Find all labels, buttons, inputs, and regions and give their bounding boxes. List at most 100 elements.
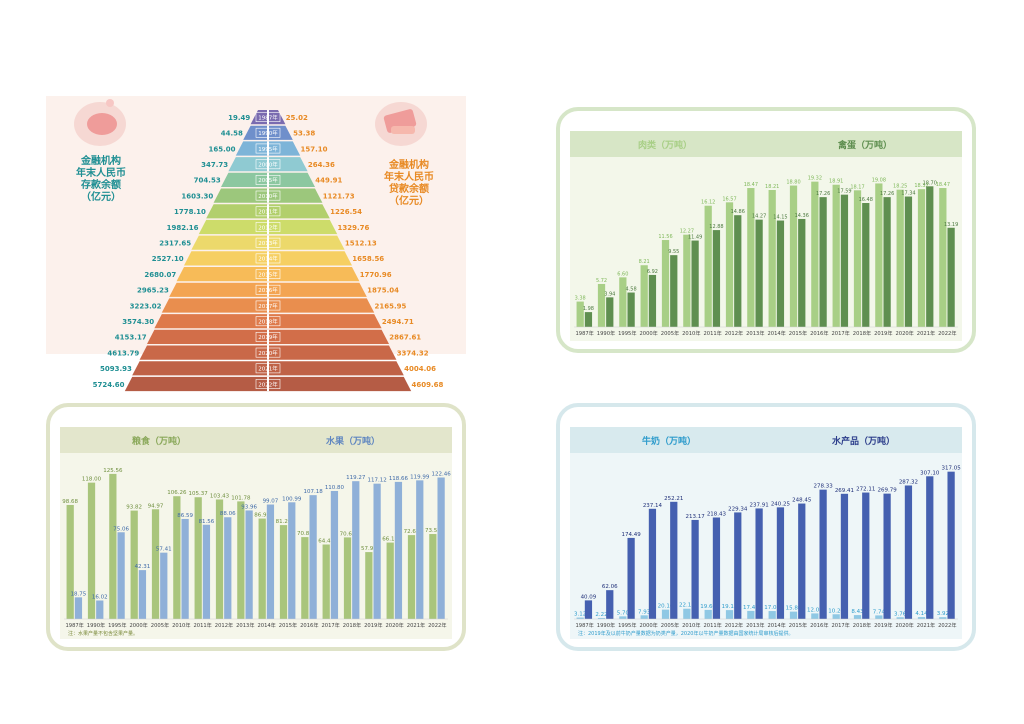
bar: [151, 509, 160, 619]
bar: [811, 613, 819, 619]
x-tick-label: 2013年: [746, 329, 764, 337]
x-tick-label: 2011年: [703, 621, 721, 629]
year-box: [255, 316, 281, 327]
category-group: 98.68 18.75 1987年: [62, 499, 86, 629]
bar: [670, 501, 678, 619]
x-tick-label: 2005年: [661, 621, 679, 629]
deposit-value: 44.58: [221, 130, 243, 138]
data-label: 7.74: [873, 609, 886, 615]
year-box: [255, 206, 281, 217]
data-label: 18.91: [829, 179, 843, 185]
data-label: 18.32: [914, 183, 928, 189]
data-label: 7.93: [638, 609, 651, 615]
pyramid-panel: 金融机构 年末人民币 存款余额 （亿元） 金融机构 年末人民币 贷款余额 （亿元） 1987…: [46, 96, 466, 392]
data-label: 19.32: [808, 176, 822, 182]
x-tick-label: 2018年: [853, 329, 871, 337]
bar: [747, 610, 755, 619]
year-label: 1990年: [258, 129, 278, 137]
category-group: 103.43 88.06 2012年: [210, 493, 236, 629]
bar: [245, 510, 253, 619]
bar: [640, 265, 648, 327]
data-label: 62.06: [602, 584, 618, 590]
bar: [747, 188, 755, 327]
x-tick-label: 2018年: [343, 621, 361, 629]
x-tick-label: 2014年: [257, 621, 275, 629]
data-label: 57.41: [156, 547, 172, 553]
data-label: 70.87: [297, 531, 313, 537]
data-label: 105.37: [189, 491, 209, 497]
year-label: 2012年: [258, 223, 278, 231]
x-tick-label: 2017年: [831, 329, 849, 337]
deposit-value: 1603.30: [181, 192, 213, 200]
data-label: 10.20: [828, 608, 844, 614]
category-group: 7.74 269.79 2019年: [873, 488, 897, 629]
category-group: 3.92 317.05 2022年: [937, 466, 961, 629]
bar: [648, 274, 657, 327]
title-line: 贷款余额: [389, 184, 429, 195]
year-box: [255, 284, 281, 295]
year-label: 2015年: [258, 270, 278, 278]
bar: [798, 218, 806, 327]
bar: [832, 614, 840, 619]
category-group: 10.20 269.41 2017年: [828, 488, 854, 629]
bar: [109, 473, 117, 619]
data-label: 5.72: [596, 278, 607, 284]
data-label: 8.43: [851, 609, 864, 615]
bar: [365, 552, 373, 619]
bar: [584, 312, 593, 327]
title-line: （亿元）: [389, 196, 429, 207]
bar: [407, 535, 416, 619]
bar: [394, 481, 403, 619]
category-group: 11.56 9.55 2005年: [658, 234, 679, 337]
bar: [224, 517, 232, 619]
bar: [853, 190, 862, 327]
bar: [883, 493, 891, 619]
category-group: 73.53 122.46 2022年: [425, 471, 451, 629]
category-group: 18.80 14.36 2015年: [786, 180, 809, 337]
year-box: [255, 253, 281, 264]
x-tick-label: 2000年: [639, 621, 657, 629]
pyramid-row: 2012年 1982.16 1329.76: [167, 219, 370, 235]
loan-value: 449.91: [315, 177, 342, 185]
milk-aquatic-note: 注：2019年及以前牛奶产量数据为奶类产量，2020年以牛奶产量数据由国家统计局…: [578, 631, 794, 637]
x-tick-label: 2011年: [193, 621, 211, 629]
deposit-value: 2527.10: [152, 255, 184, 263]
bar: [904, 485, 913, 619]
category-group: 5.72 3.94 1990年: [596, 278, 615, 337]
bar: [237, 501, 245, 619]
bar: [712, 230, 721, 327]
data-label: 287.32: [899, 479, 918, 485]
data-label: 12.05: [807, 607, 823, 613]
data-label: 94.97: [148, 503, 164, 509]
data-label: 20.16: [658, 604, 674, 610]
data-label: 18.17: [850, 184, 864, 190]
category-group: 105.37 81.56 2011年: [189, 491, 215, 629]
piggy-bank-icon: [74, 99, 126, 146]
data-label: 252.21: [664, 496, 683, 502]
data-label: 240.25: [771, 501, 791, 507]
data-label: 174.49: [621, 532, 641, 538]
bar: [939, 188, 947, 327]
bar: [789, 185, 798, 327]
category-group: 70.62 119.27 2018年: [340, 475, 366, 629]
bar: [840, 493, 849, 619]
loan-value: 1226.54: [330, 208, 362, 216]
x-tick-label: 2010年: [682, 621, 700, 629]
category-group: 93.82 42.31 2000年: [126, 505, 150, 629]
bar: [725, 610, 734, 619]
bar: [832, 184, 840, 327]
x-tick-label: 2010年: [682, 329, 700, 337]
category-group: 12.05 278.33 2016年: [807, 484, 833, 629]
data-label: 107.18: [303, 489, 323, 495]
bar: [288, 502, 296, 619]
bar: [576, 617, 584, 619]
grain-fruit-note: 注：水果产量不包含坚果产量。: [68, 631, 139, 637]
bar: [670, 255, 678, 327]
data-label: 18.70: [923, 180, 937, 186]
category-group: 8.21 6.92 2000年: [639, 259, 658, 337]
x-tick-label: 2015年: [789, 621, 807, 629]
data-label: 99.07: [263, 499, 279, 505]
loan-value: 157.10: [301, 145, 328, 153]
data-label: 119.99: [410, 474, 430, 480]
